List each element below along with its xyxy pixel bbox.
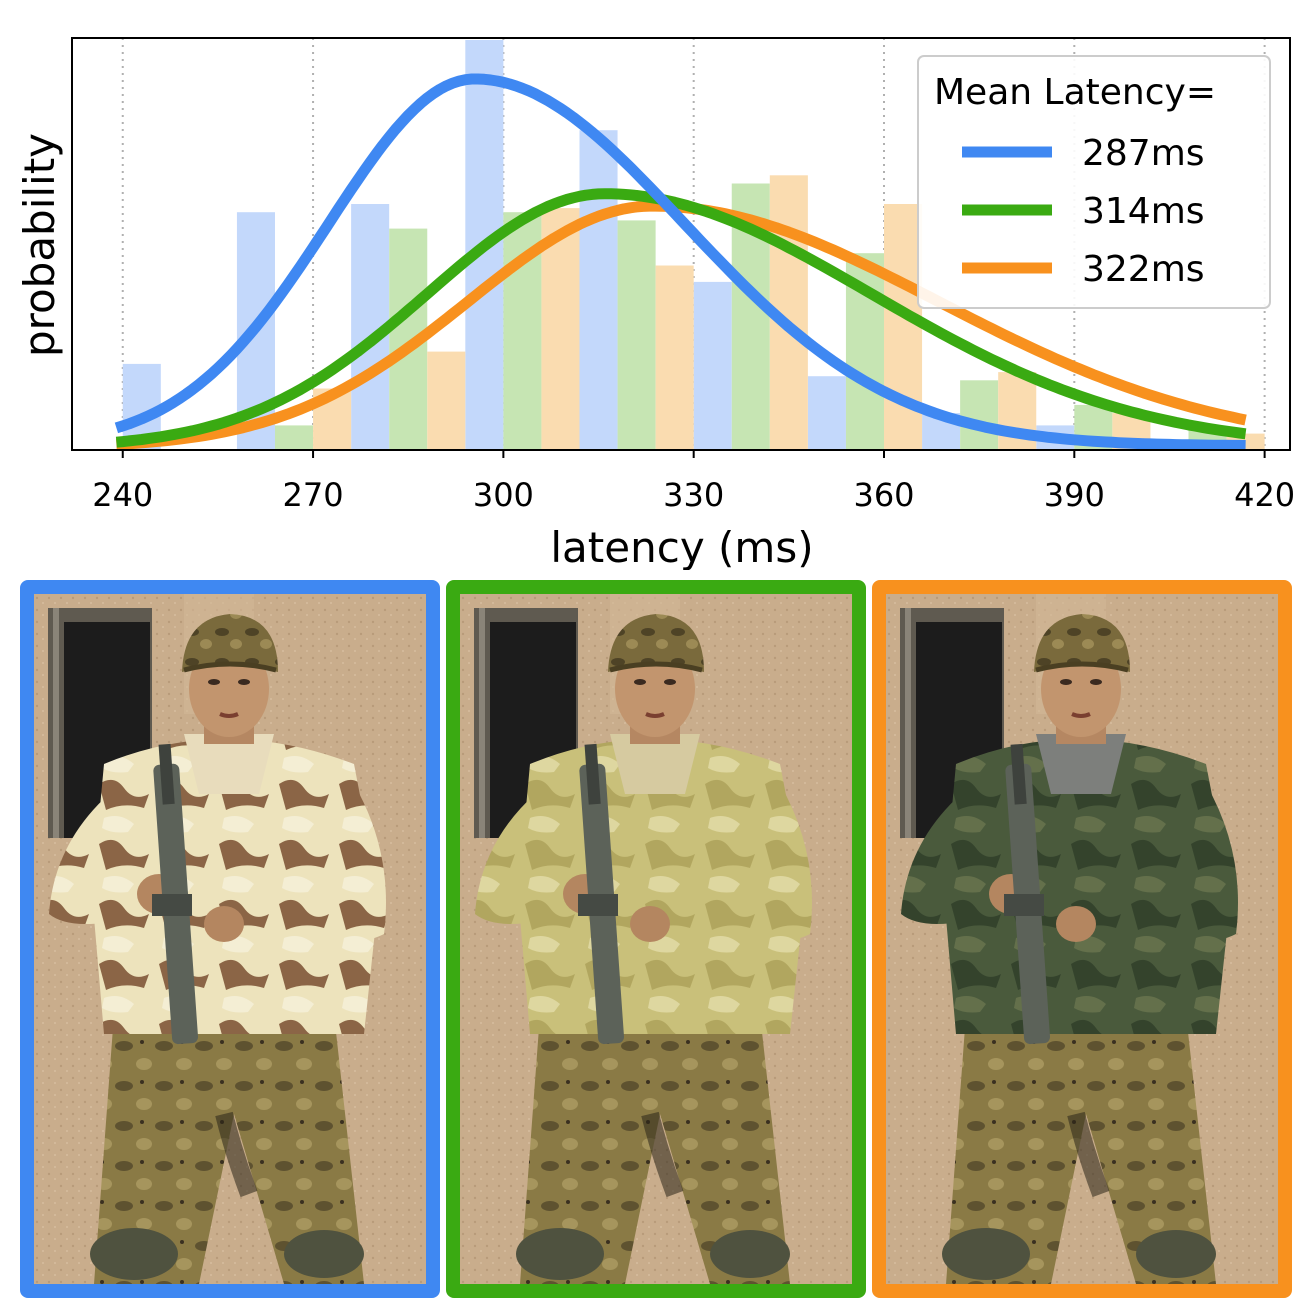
x-tick-label-390: 390 xyxy=(1044,476,1105,514)
soldier-image xyxy=(460,594,852,1284)
soldier-image xyxy=(886,594,1278,1284)
bar-314ms-bin-1 xyxy=(275,425,314,450)
bar-322ms-bin-2 xyxy=(427,351,466,450)
x-tick-label-270: 270 xyxy=(283,476,344,514)
legend-label-322ms: 322ms xyxy=(1082,249,1205,290)
soldier-image xyxy=(34,594,426,1284)
panel-322ms xyxy=(872,580,1292,1298)
x-tick-label-360: 360 xyxy=(853,476,914,514)
bar-287ms-bin-5 xyxy=(693,281,732,450)
x-tick-label-240: 240 xyxy=(92,476,153,514)
bar-287ms-bin-4 xyxy=(579,130,618,450)
bar-322ms-bin-6 xyxy=(884,204,923,450)
x-tick-label-300: 300 xyxy=(473,476,534,514)
bar-322ms-bin-4 xyxy=(655,265,694,450)
bar-287ms-bin-6 xyxy=(807,376,846,450)
x-tick-label-330: 330 xyxy=(663,476,724,514)
y-axis-label: probability xyxy=(15,133,64,357)
distribution-curves xyxy=(114,73,1247,451)
legend-title: Mean Latency= xyxy=(934,72,1216,113)
panel-314ms xyxy=(446,580,866,1298)
legend-box xyxy=(917,55,1271,309)
curve-314ms xyxy=(115,188,1247,448)
plot-frame xyxy=(71,37,1291,451)
legend: Mean Latency= 287ms 314ms 322ms xyxy=(917,55,1271,309)
x-axis-ticks: 240 270 300 330 360 390 420 xyxy=(92,450,1295,514)
bar-314ms-bin-7 xyxy=(960,380,999,450)
curve-287ms xyxy=(114,73,1246,451)
legend-label-287ms: 287ms xyxy=(1082,133,1205,174)
histogram-bars xyxy=(122,40,1265,451)
panel-287ms xyxy=(20,580,440,1298)
latency-histogram-chart: 240 270 300 330 360 390 420 latency (ms) proba… xyxy=(15,37,1295,570)
x-tick-label-420: 420 xyxy=(1234,476,1295,514)
x-axis-label: latency (ms) xyxy=(550,523,813,570)
bar-314ms-bin-4 xyxy=(617,220,656,450)
legend-label-314ms: 314ms xyxy=(1082,191,1205,232)
